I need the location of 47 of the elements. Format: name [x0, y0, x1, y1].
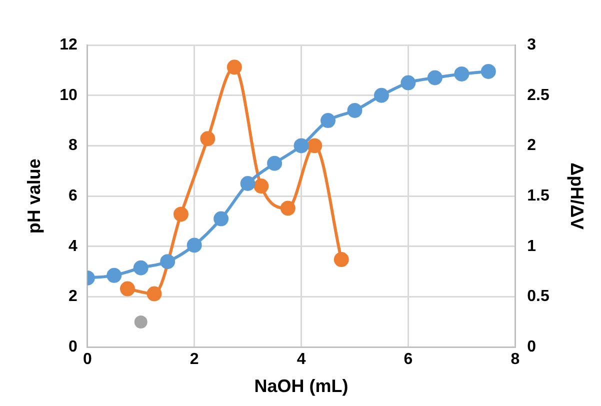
point: [240, 176, 256, 192]
point: [480, 64, 496, 79]
point: [454, 66, 470, 82]
y2-tick-label: 2: [527, 137, 536, 154]
y-tick-label: 12: [60, 36, 78, 54]
point: [106, 268, 122, 283]
y-tick-label: 8: [68, 137, 78, 154]
point: [146, 286, 162, 302]
point: [334, 252, 349, 268]
point: [267, 156, 282, 171]
point: [320, 113, 336, 128]
y2-axis-title: ΔpH/ΔV: [567, 162, 588, 230]
point: [400, 75, 416, 90]
point: [294, 138, 309, 154]
point: [226, 60, 242, 75]
y2-tick-label: 3: [527, 36, 536, 54]
point: [160, 254, 176, 270]
y-tick-label: 2: [68, 288, 78, 306]
x-tick-label: 2: [190, 351, 199, 368]
point: [214, 211, 229, 226]
point: [374, 88, 389, 103]
point: [254, 178, 269, 194]
y-tick-label: 4: [68, 238, 78, 255]
point: [186, 238, 202, 253]
point: [200, 131, 216, 146]
point: [307, 138, 322, 154]
x-tick-label: 6: [404, 351, 413, 368]
x-tick-label: 0: [82, 351, 92, 368]
y-tick-label: 6: [68, 188, 78, 205]
y-axis-title: pH value: [24, 158, 44, 234]
point: [120, 281, 135, 296]
x-axis-title: NaOH (mL): [254, 376, 348, 396]
point: [347, 102, 362, 118]
x-tick-label: 4: [296, 351, 306, 368]
y2-tick-label: 0: [527, 338, 536, 356]
point: [173, 206, 188, 222]
y-tick-label: 0: [68, 338, 78, 356]
y-tick-label: 10: [60, 86, 78, 104]
y2-tick-label: 1: [527, 238, 536, 255]
point: [280, 200, 296, 216]
y2-tick-label: 0.5: [527, 288, 550, 306]
point: [133, 260, 148, 276]
y2-tick-label: 1.5: [527, 188, 550, 205]
point: [134, 316, 148, 329]
point: [427, 70, 442, 86]
x-tick-label: 8: [510, 351, 520, 368]
y2-tick-label: 2.5: [527, 86, 550, 104]
